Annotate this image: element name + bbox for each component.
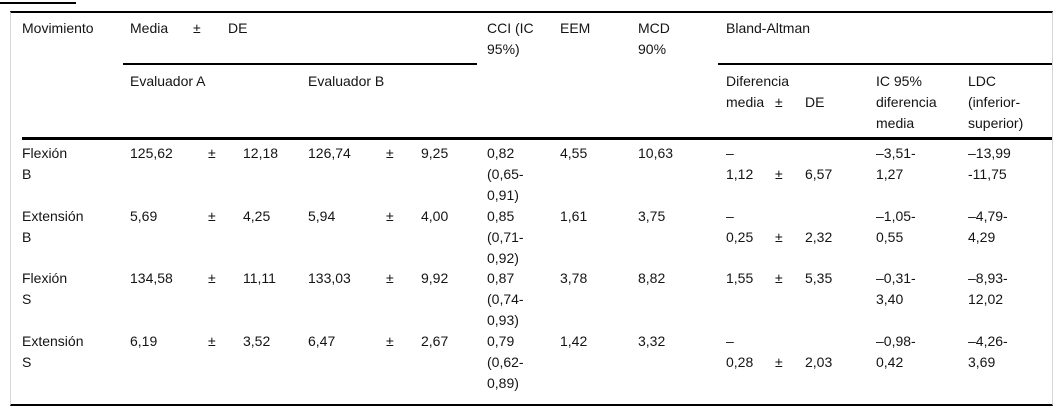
- cell-cci: 0,82 (0,65- 0,91): [487, 145, 524, 203]
- cell-ic95-diferencia: –1,05- 0,55: [876, 208, 916, 245]
- plus-minus-sign: ±: [208, 333, 216, 349]
- reliability-statistics-table: Movimiento Media ± DE CCI (IC 95%) EEM M…: [10, 11, 1053, 406]
- cell-evaluador-b: 133,03 ± 9,92: [308, 268, 487, 331]
- cell-diferencia-media: – 0,28 ± 2,03: [718, 331, 876, 404]
- cell-movimiento: Flexión S: [22, 270, 68, 307]
- cell-evaluador-b: 126,74 ± 9,25: [308, 143, 487, 206]
- cell-mcd: 10,63: [638, 145, 674, 161]
- table-header-sub: Evaluador A Evaluador B Diferencia media…: [22, 65, 1052, 140]
- col-header-ic95-diferencia: IC 95% diferencia media: [876, 73, 937, 131]
- partial-rule-artifact: [0, 2, 76, 4]
- cell-ic95-diferencia: –0,98- 0,42: [876, 333, 916, 370]
- plus-minus-sign: ±: [208, 145, 216, 161]
- plus-minus-sign: ±: [208, 208, 216, 224]
- bland-altman-label: Bland-Altman: [726, 20, 811, 36]
- cell-evaluador-b: 6,47 ± 2,67: [308, 331, 487, 404]
- minus-sign-line: –: [726, 145, 734, 161]
- col-header-diferencia-media: Diferencia media ± DE: [718, 65, 876, 137]
- plus-minus-sign: ±: [775, 166, 783, 182]
- cell-mcd: 3,75: [638, 208, 666, 224]
- cell-evaluador-a: 134,58 ± 11,11: [130, 268, 308, 331]
- cell-mcd: 3,32: [638, 333, 666, 349]
- col-header-evaluador-b: Evaluador B: [308, 73, 385, 89]
- cell-movimiento: Extensión B: [22, 208, 84, 245]
- cell-diferencia-media: – 1,12 ± 6,57: [718, 143, 876, 206]
- plus-minus-sign: ±: [775, 229, 783, 245]
- cell-ldc: –8,93- 12,02: [968, 270, 1008, 307]
- cell-ldc: –4,79- 4,29: [968, 208, 1008, 245]
- minus-sign-line: –: [726, 333, 734, 349]
- col-header-eem: EEM: [560, 20, 591, 36]
- cell-cci: 0,85 (0,71- 0,92): [487, 208, 524, 266]
- col-header-evaluador-a: Evaluador A: [130, 73, 206, 89]
- cell-eem: 3,78: [560, 270, 588, 286]
- cell-movimiento: Flexión B: [22, 145, 68, 182]
- plus-minus-sign: ±: [775, 354, 783, 370]
- cell-evaluador-b: 5,94 ± 4,00: [308, 206, 487, 269]
- cell-diferencia-media: – 0,25 ± 2,32: [718, 206, 876, 269]
- plus-minus-sign: ±: [386, 270, 394, 286]
- media-label: Media: [130, 20, 169, 36]
- de-label: DE: [228, 20, 248, 36]
- cell-evaluador-a: 5,69 ± 4,25: [130, 206, 308, 269]
- cell-eem: 1,42: [560, 333, 588, 349]
- media-de-label: Media ± DE: [130, 18, 477, 39]
- cell-eem: 4,55: [560, 145, 588, 161]
- plus-minus-sign: ±: [386, 333, 394, 349]
- table-row-extension-s: Extensión S 6,19 ± 3,52 6,47 ± 2,67 0,79: [22, 328, 1052, 404]
- cell-diferencia-media: 1,55 ± 5,35: [718, 268, 876, 331]
- col-group-media-de: Media ± DE: [123, 13, 477, 65]
- col-header-mcd: MCD 90%: [638, 20, 670, 57]
- cell-movimiento: Extensión S: [22, 333, 84, 370]
- col-header-movimiento: Movimiento: [22, 20, 94, 36]
- table-row-extension-b: Extensión B 5,69 ± 4,25 5,94 ± 4,00 0,85: [22, 203, 1052, 266]
- plus-minus-sign: ±: [193, 20, 201, 36]
- table-row-flexion-s: Flexión S 134,58 ± 11,11 133,03 ± 9,92 0…: [22, 265, 1052, 328]
- cell-ldc: –4,26- 3,69: [968, 333, 1008, 370]
- plus-minus-sign: ±: [386, 208, 394, 224]
- cell-evaluador-a: 6,19 ± 3,52: [130, 331, 308, 404]
- minus-sign-line: –: [726, 208, 734, 224]
- de-label: DE: [805, 94, 825, 110]
- cell-ldc: –13,99 -11,75: [968, 145, 1011, 182]
- cell-eem: 1,61: [560, 208, 588, 224]
- cell-cci: 0,87 (0,74- 0,93): [487, 270, 524, 328]
- plus-minus-sign: ±: [386, 145, 394, 161]
- cell-mcd: 8,82: [638, 270, 666, 286]
- plus-minus-sign: ±: [208, 270, 216, 286]
- plus-minus-sign: ±: [775, 94, 783, 110]
- table-header-top: Movimiento Media ± DE CCI (IC 95%) EEM M…: [22, 13, 1052, 65]
- cell-ic95-diferencia: –3,51- 1,27: [876, 145, 916, 182]
- media-label: media: [726, 94, 765, 110]
- col-group-bland-altman: Bland-Altman: [718, 13, 1052, 65]
- table-row-flexion-b: Flexión B 125,62 ± 12,18 126,74 ± 9,25 0…: [22, 140, 1052, 203]
- cell-ic95-diferencia: –0,31- 3,40: [876, 270, 916, 307]
- col-header-cci: CCI (IC 95%): [487, 20, 534, 57]
- cell-cci: 0,79 (0,62- 0,89): [487, 333, 524, 391]
- plus-minus-sign: ±: [775, 270, 783, 286]
- col-header-ldc: LDC (inferior- superior): [968, 73, 1024, 131]
- cell-evaluador-a: 125,62 ± 12,18: [130, 143, 308, 206]
